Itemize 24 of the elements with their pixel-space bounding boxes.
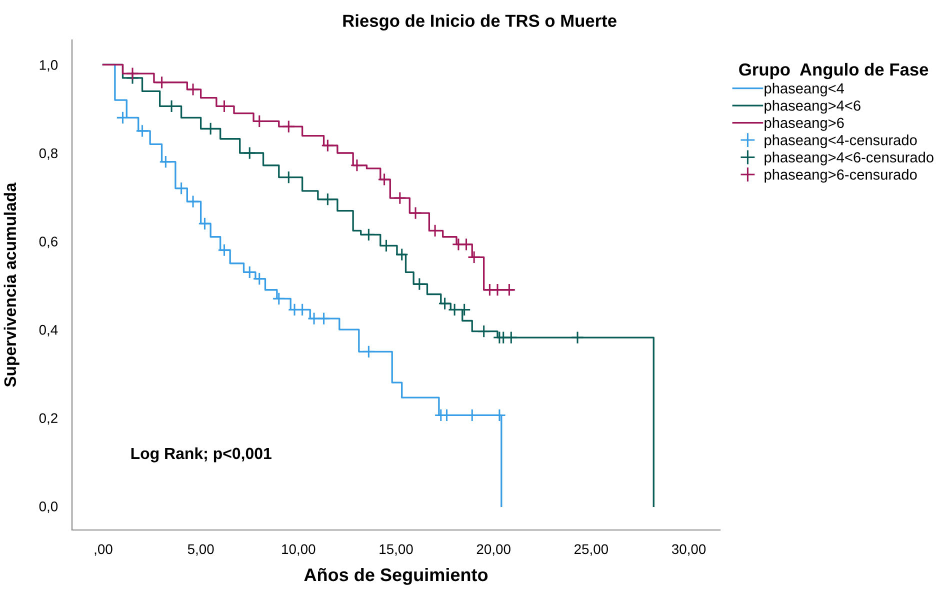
y-axis-title: Supervivencia acumulada	[4, 182, 20, 387]
x-tick-label: 30,00	[672, 544, 706, 556]
y-tick-label: 1,0	[40, 60, 58, 72]
x-tick-label: 20,00	[476, 544, 510, 556]
legend-label: phaseang<4-censurado	[764, 134, 917, 148]
y-tick-label: 0,0	[39, 501, 58, 513]
x-tick-label: 10,00	[282, 544, 316, 556]
x-tick-label: ,00	[94, 544, 112, 556]
y-tick-label: 0,6	[39, 236, 58, 248]
legend-label: phaseang>4<6-censurado	[764, 152, 934, 166]
legend-label: phaseang>4<6	[764, 100, 860, 114]
legend-title: Grupo Angulo de Fase	[739, 62, 928, 80]
legend-label: phaseang>6	[764, 117, 844, 131]
x-tick-label: 5,00	[188, 544, 214, 556]
legend-label: phaseang<4	[764, 82, 844, 96]
x-tick-label: 25,00	[574, 544, 608, 556]
y-tick-label: 0,4	[39, 324, 58, 336]
legend-label: phaseang>6-censurado	[764, 169, 917, 183]
x-tick-label: 15,00	[380, 544, 413, 556]
y-tick-label: 0,2	[39, 413, 58, 425]
x-axis-title: Años de Seguimiento	[304, 568, 488, 585]
y-tick-label: 0,8	[39, 148, 58, 160]
chart-title: Riesgo de Inicio de TRS o Muerte	[343, 14, 616, 30]
annotation: Log Rank; p<0,001	[131, 447, 272, 462]
